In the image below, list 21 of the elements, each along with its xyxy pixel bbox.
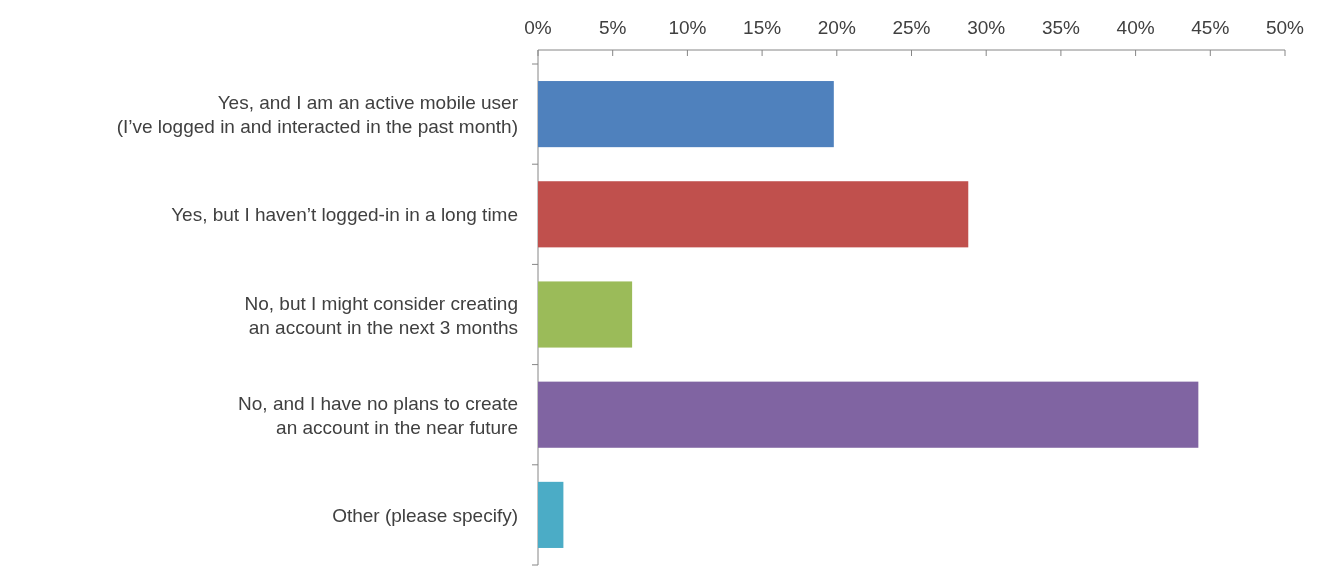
- y-tick-label: No, but I might consider creating an account in the next 3 months: [244, 292, 518, 338]
- y-tick-label: Other (please specify): [332, 504, 518, 526]
- x-tick-label: 40%: [1116, 17, 1155, 38]
- x-tick-label: 35%: [1041, 17, 1081, 38]
- bar: [538, 281, 633, 348]
- x-tick-label: 0%: [524, 17, 552, 38]
- y-tick-label: Yes, but I haven’t logged-in in a long time: [171, 204, 518, 226]
- x-tick-label: 45%: [1191, 17, 1230, 38]
- bar: [538, 81, 834, 148]
- x-tick-label: 20%: [817, 17, 856, 38]
- y-tick-label: Yes, and I am an active mobile user (I’ve logged in and interacted in the past month): [116, 92, 519, 138]
- x-tick-label: 5%: [598, 17, 627, 38]
- bar: [538, 381, 1199, 448]
- y-tick-label: No, and I have no plans to create an account in the near future: [238, 392, 518, 438]
- bar: [538, 181, 969, 248]
- x-tick-label: 15%: [743, 17, 782, 38]
- bar: [538, 481, 564, 548]
- x-tick-label: 10%: [668, 17, 707, 38]
- x-tick-label: 50%: [1265, 17, 1305, 38]
- x-tick-label: 25%: [892, 17, 931, 38]
- x-tick-label: 30%: [967, 17, 1006, 38]
